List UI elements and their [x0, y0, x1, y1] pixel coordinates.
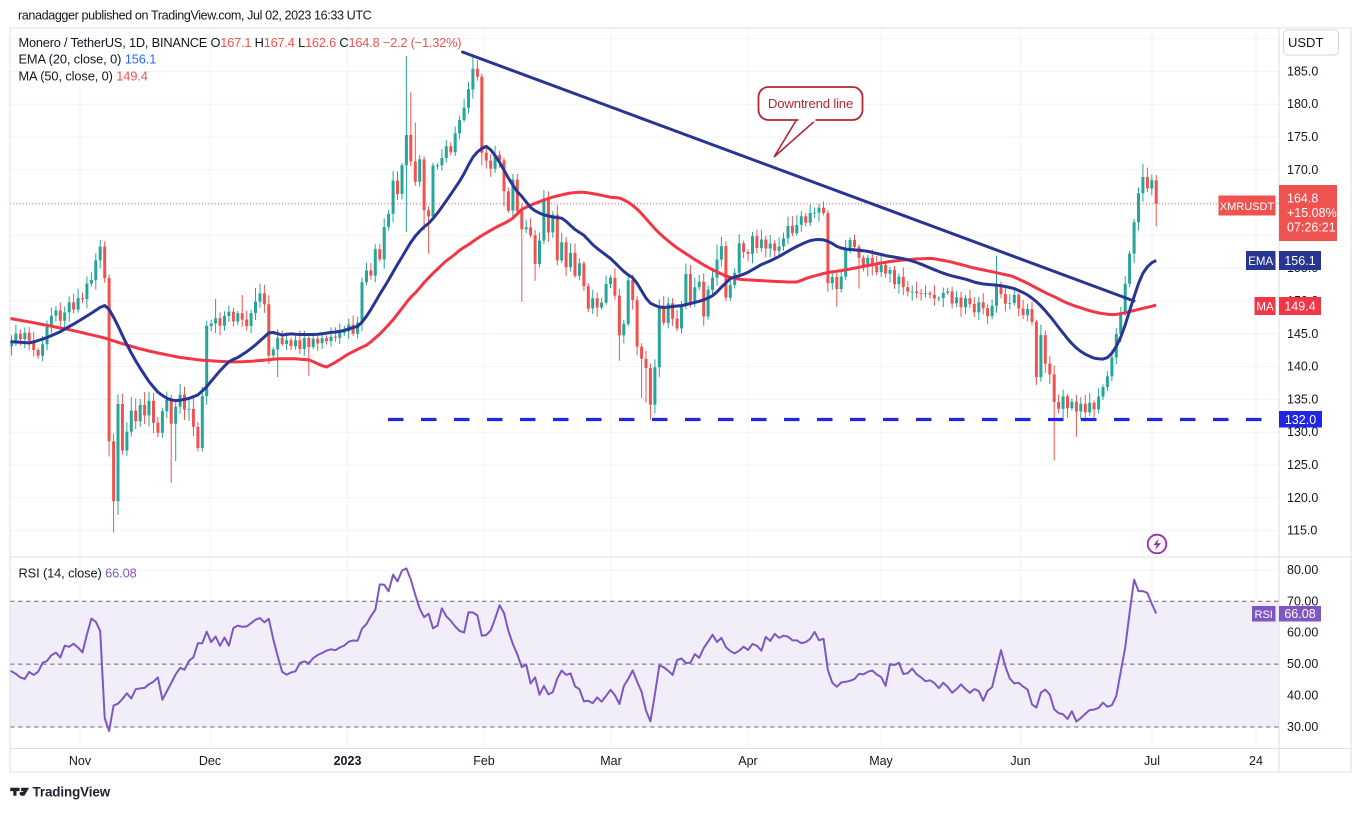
svg-text:Jul: Jul	[1144, 754, 1160, 768]
svg-text:120.0: 120.0	[1287, 491, 1318, 505]
svg-text:66.08: 66.08	[1284, 607, 1315, 621]
svg-text:May: May	[869, 754, 893, 768]
svg-text:132.0: 132.0	[1285, 413, 1316, 427]
svg-text:RSI (14, close) 66.08: RSI (14, close) 66.08	[19, 566, 137, 581]
svg-text:TradingView: TradingView	[33, 784, 111, 799]
svg-text:70.00: 70.00	[1287, 594, 1318, 608]
svg-text:Nov: Nov	[69, 754, 92, 768]
svg-text:164.8: 164.8	[1287, 192, 1318, 206]
svg-text:Monero / TetherUS, 1D, BINANCE: Monero / TetherUS, 1D, BINANCE O167.1 H1…	[19, 35, 462, 50]
svg-text:07:26:21: 07:26:21	[1287, 221, 1336, 235]
svg-text:ranadagger published on Tradin: ranadagger published on TradingView.com,…	[18, 9, 372, 23]
svg-text:EMA: EMA	[1248, 256, 1273, 268]
svg-text:145.0: 145.0	[1287, 327, 1318, 341]
svg-text:Dec: Dec	[199, 754, 221, 768]
svg-text:130.0: 130.0	[1287, 425, 1318, 439]
svg-text:RSI: RSI	[1255, 609, 1273, 621]
svg-text:USDT: USDT	[1288, 35, 1323, 50]
svg-text:2023: 2023	[334, 754, 362, 768]
svg-text:149.4: 149.4	[1284, 300, 1315, 314]
svg-text:XMRUSDT: XMRUSDT	[1220, 201, 1275, 213]
svg-text:40.00: 40.00	[1287, 689, 1318, 703]
svg-text:MA (50, close, 0) 149.4: MA (50, close, 0) 149.4	[19, 68, 148, 83]
svg-text:24: 24	[1249, 754, 1263, 768]
svg-text:+15.08%: +15.08%	[1287, 206, 1337, 220]
svg-text:185.0: 185.0	[1287, 64, 1318, 78]
svg-text:Downtrend line: Downtrend line	[768, 96, 853, 111]
svg-text:170.0: 170.0	[1287, 163, 1318, 177]
svg-text:Jun: Jun	[1010, 754, 1030, 768]
svg-text:Mar: Mar	[600, 754, 622, 768]
svg-text:30.00: 30.00	[1287, 720, 1318, 734]
svg-text:MA: MA	[1256, 302, 1274, 314]
svg-text:Apr: Apr	[738, 754, 757, 768]
svg-text:175.0: 175.0	[1287, 130, 1318, 144]
svg-text:EMA (20, close, 0) 156.1: EMA (20, close, 0) 156.1	[19, 51, 157, 66]
svg-text:60.00: 60.00	[1287, 626, 1318, 640]
svg-text:50.00: 50.00	[1287, 657, 1318, 671]
svg-text:135.0: 135.0	[1287, 392, 1318, 406]
svg-text:80.00: 80.00	[1287, 563, 1318, 577]
svg-text:156.1: 156.1	[1284, 254, 1315, 268]
svg-text:180.0: 180.0	[1287, 97, 1318, 111]
svg-text:115.0: 115.0	[1287, 524, 1317, 538]
svg-text:Feb: Feb	[473, 754, 495, 768]
svg-text:125.0: 125.0	[1287, 458, 1318, 472]
svg-text:140.0: 140.0	[1287, 360, 1318, 374]
